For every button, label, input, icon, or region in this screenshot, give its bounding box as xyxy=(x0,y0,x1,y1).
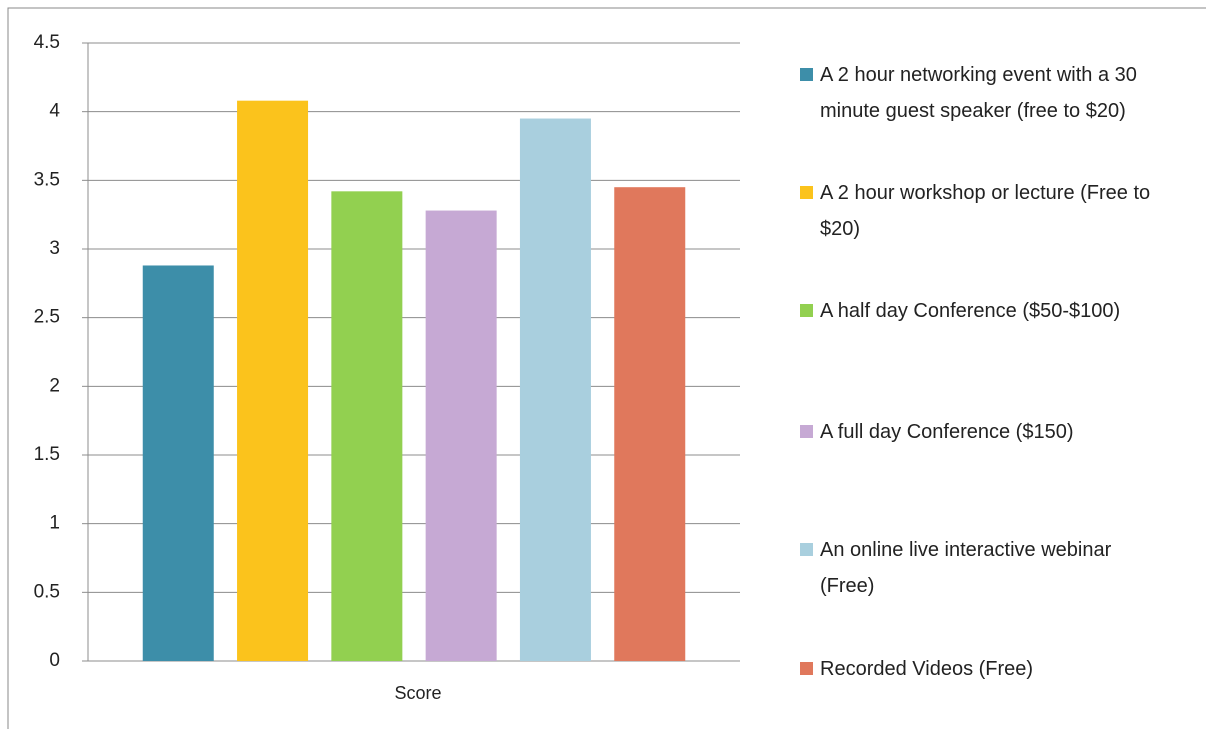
y-tick-label: 0 xyxy=(49,650,60,671)
legend-item: A 2 hour networking event with a 30 minu… xyxy=(800,57,1170,129)
legend-label: A full day Conference ($150) xyxy=(820,421,1074,443)
legend-label: A half day Conference ($50-$100) xyxy=(820,300,1121,322)
legend-swatch xyxy=(800,186,813,199)
bar xyxy=(237,100,309,662)
y-tick-label: 1.5 xyxy=(34,444,60,465)
bar xyxy=(614,187,686,661)
bar xyxy=(142,265,214,661)
legend-label: A 2 hour workshop or lecture (Free to $2… xyxy=(820,182,1151,240)
chart-border xyxy=(7,7,1206,729)
y-tick-label: 2.5 xyxy=(34,307,60,328)
legend-item: Recorded Videos (Free) xyxy=(800,651,1170,687)
legend-label: A 2 hour networking event with a 30 minu… xyxy=(820,64,1137,122)
y-tick-label: 4.5 xyxy=(34,32,60,53)
legend-swatch xyxy=(800,304,813,317)
y-tick-label: 4 xyxy=(49,101,60,122)
legend-item: A full day Conference ($150) xyxy=(800,414,1170,450)
legend-swatch xyxy=(800,662,813,675)
bar xyxy=(519,118,591,662)
legend-swatch xyxy=(800,68,813,81)
legend-label: An online live interactive webinar (Free… xyxy=(820,539,1112,597)
y-tick-label: 0.5 xyxy=(34,581,60,602)
y-tick-label: 3 xyxy=(49,238,60,259)
y-tick-label: 1 xyxy=(49,513,60,534)
y-tick-label: 3.5 xyxy=(34,169,60,190)
x-tick-label: Score xyxy=(394,683,441,703)
legend-swatch xyxy=(800,425,813,438)
bar xyxy=(425,210,497,661)
legend-item: An online live interactive webinar (Free… xyxy=(800,532,1170,604)
bar xyxy=(331,191,403,661)
legend-item: A half day Conference ($50-$100) xyxy=(800,293,1170,329)
legend-swatch xyxy=(800,543,813,556)
legend-item: A 2 hour workshop or lecture (Free to $2… xyxy=(800,175,1170,247)
legend-label: Recorded Videos (Free) xyxy=(820,658,1034,680)
y-tick-label: 2 xyxy=(49,375,60,396)
